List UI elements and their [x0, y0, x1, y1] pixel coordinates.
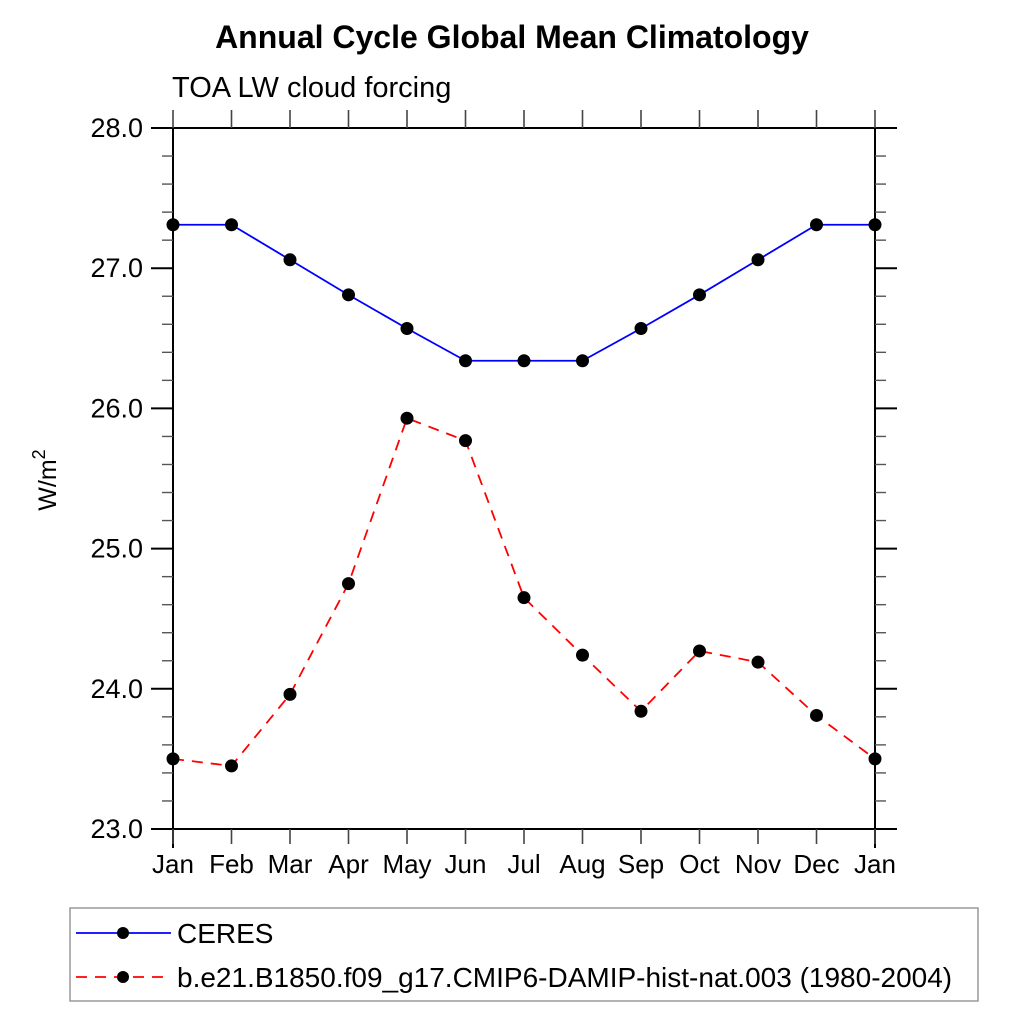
legend-box [69, 907, 979, 1002]
x-tick-label: Jul [507, 849, 540, 879]
x-tick-label: Oct [679, 849, 720, 879]
y-axis-label-superscript: 2 [29, 449, 49, 459]
data-point-marker [868, 752, 882, 766]
y-tick-label: 23.0 [90, 814, 143, 844]
data-point-marker [283, 687, 297, 701]
chart-subtitle: TOA LW cloud forcing [172, 72, 451, 104]
legend-sample-marker [117, 927, 129, 939]
x-tick-label: Aug [559, 849, 605, 879]
data-point-marker [342, 288, 355, 302]
legend-label-model: b.e21.B1850.f09_g17.CMIP6-DAMIP-hist-nat… [177, 962, 952, 993]
plot-frame [172, 127, 876, 830]
data-point-marker [634, 704, 648, 718]
data-point-marker [634, 321, 648, 335]
y-tick-label: 28.0 [90, 113, 143, 143]
y-tick-label: 26.0 [90, 393, 143, 423]
data-point-marker [166, 218, 180, 232]
y-axis-label-base: W/m [34, 459, 62, 510]
data-point-marker [810, 218, 823, 232]
data-point-marker [751, 655, 765, 669]
data-point-marker [751, 253, 765, 267]
axes-layer [151, 110, 897, 848]
x-tick-label: Nov [735, 849, 781, 879]
data-point-marker [459, 354, 472, 368]
y-axis-label: W/m2 [29, 449, 62, 510]
data-point-marker [166, 752, 180, 766]
legend-label-ceres: CERES [177, 918, 273, 949]
x-tick-label: Apr [328, 849, 369, 879]
series-layer [166, 218, 882, 773]
x-tick-label: Feb [209, 849, 254, 879]
y-tick-label: 24.0 [90, 674, 143, 704]
data-point-marker [576, 648, 589, 662]
data-point-marker [400, 321, 414, 335]
data-point-marker [693, 644, 706, 658]
data-point-marker [693, 288, 706, 302]
data-point-marker [283, 253, 297, 267]
y-tick-label: 25.0 [90, 534, 143, 564]
data-point-marker [225, 218, 238, 232]
x-tick-label: Jun [445, 849, 487, 879]
x-tick-label: Jan [152, 849, 194, 879]
tick-label-layer: 28.0 27.0 26.0 25.0 24.0 23.0 Jan Feb Mar Apr May J… [90, 113, 896, 879]
legend: CERES b.e21.B1850.f09_g17.CMIP6-DAMIP-hi… [69, 907, 979, 1002]
x-tick-label: Dec [793, 849, 839, 879]
data-point-marker [868, 218, 882, 232]
data-point-marker [517, 591, 531, 605]
data-point-marker [225, 759, 238, 773]
chart-title: Annual Cycle Global Mean Climatology [215, 19, 809, 55]
data-point-marker [342, 577, 355, 591]
x-tick-label: May [382, 849, 431, 879]
x-tick-label: Jan [854, 849, 896, 879]
data-point-marker [400, 411, 414, 425]
y-tick-label: 27.0 [90, 253, 143, 283]
series-line-ceres [173, 223, 875, 362]
x-tick-label: Mar [268, 849, 313, 879]
data-point-marker [576, 354, 589, 368]
data-point-marker [517, 354, 531, 368]
data-point-marker [810, 708, 823, 722]
legend-sample-marker [117, 971, 129, 983]
x-tick-label: Sep [618, 849, 664, 879]
legend-samples [76, 927, 171, 983]
data-point-marker [459, 434, 472, 448]
